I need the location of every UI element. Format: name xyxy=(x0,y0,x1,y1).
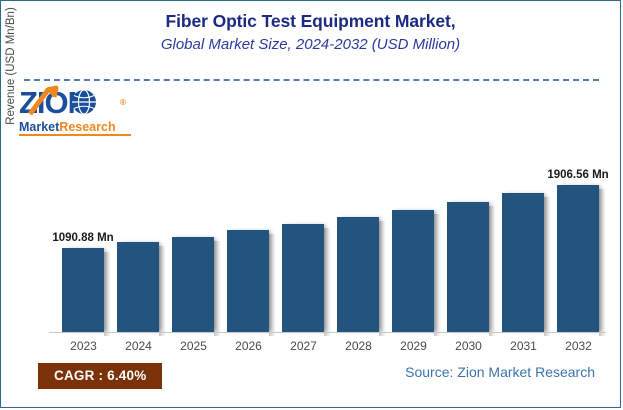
bar-slot xyxy=(221,131,276,336)
logo-underline xyxy=(19,134,131,136)
x-tick-2030: 2030 xyxy=(455,339,482,353)
bar-2027[interactable] xyxy=(282,224,331,336)
bar-slot: 1906.56 Mn xyxy=(547,131,609,336)
chart-header: Fiber Optic Test Equipment Market, Globa… xyxy=(1,9,620,56)
bar-2028[interactable] xyxy=(337,217,386,336)
y-axis-label: Revenue (USD Mn/Bn) xyxy=(5,7,17,125)
bar-value-label: 1906.56 Mn xyxy=(547,169,609,181)
divider xyxy=(24,79,599,81)
logo: ZION ® MarketResearch xyxy=(19,85,139,137)
bar-slot xyxy=(496,131,551,336)
bar-2026[interactable] xyxy=(227,230,276,336)
logo-tagline-research: Research xyxy=(59,120,116,134)
x-tick-2032: 2032 xyxy=(565,339,592,353)
bar-2024[interactable] xyxy=(117,242,166,336)
x-tick-2026: 2026 xyxy=(235,339,262,353)
registered-trademark-icon: ® xyxy=(120,98,126,107)
bar-slot: 1090.88 Mn xyxy=(52,131,114,336)
x-tick-2025: 2025 xyxy=(180,339,207,353)
bar-2029[interactable] xyxy=(392,210,441,336)
logo-tagline: MarketResearch xyxy=(19,120,139,135)
plot-area: Revenue (USD Mn/Bn) 1090.88 Mn 1906.56 Mn xyxy=(5,7,609,336)
bar-slot xyxy=(386,131,441,336)
x-tick-2031: 2031 xyxy=(510,339,537,353)
globe-icon xyxy=(72,89,96,115)
source-label: Source: Zion Market Research xyxy=(405,364,595,380)
x-tick-2027: 2027 xyxy=(290,339,317,353)
bar-2032[interactable]: 1906.56 Mn xyxy=(547,169,609,336)
chart-subtitle: Global Market Size, 2024-2032 (USD Milli… xyxy=(160,36,461,53)
x-axis-ticks: 2023 2024 2025 2026 2027 2028 2029 2030 2031 2032 xyxy=(56,339,606,357)
bar-slot xyxy=(166,131,221,336)
x-tick-2029: 2029 xyxy=(400,339,427,353)
bar-2023[interactable]: 1090.88 Mn xyxy=(52,232,114,336)
bar-slot xyxy=(111,131,166,336)
bar-slot xyxy=(441,131,496,336)
x-tick-2028: 2028 xyxy=(345,339,372,353)
logo-tagline-market: Market xyxy=(19,120,60,134)
bar-value-label: 1090.88 Mn xyxy=(52,232,114,244)
page-title: Fiber Optic Test Equipment Market, xyxy=(165,11,456,31)
bar-slot xyxy=(331,131,386,336)
status-badge: CAGR : 6.40% xyxy=(38,363,163,389)
bar-slot xyxy=(276,131,331,336)
x-tick-2024: 2024 xyxy=(125,339,152,353)
bar-2030[interactable] xyxy=(447,202,496,336)
bar-2025[interactable] xyxy=(172,237,221,336)
bar-series: 1090.88 Mn 1906.56 Mn xyxy=(52,131,609,336)
x-axis-line xyxy=(49,332,606,333)
bar-2031[interactable] xyxy=(502,193,551,336)
x-tick-2023: 2023 xyxy=(70,339,97,353)
logo-wordmark: ZION ® xyxy=(19,85,139,119)
